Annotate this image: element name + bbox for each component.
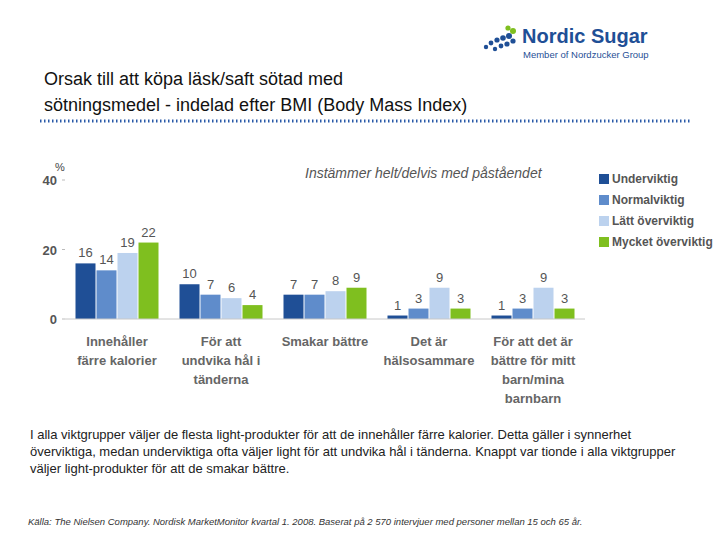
x-tick-label: För att det är bättre för mitt barn/mina ba… — [491, 334, 576, 406]
bar — [76, 263, 96, 319]
data-label: 10 — [182, 266, 196, 281]
logo-dot — [500, 35, 506, 41]
data-label: 9 — [540, 270, 547, 285]
data-label: 9 — [353, 270, 360, 285]
bar — [409, 309, 429, 319]
bar — [284, 295, 304, 319]
logo-dot — [510, 28, 516, 34]
logo-dot — [506, 33, 512, 39]
label-line: Smakar bättre — [282, 334, 369, 349]
y-tick — [62, 249, 65, 250]
label-line: tänderna — [194, 372, 250, 387]
logo-dot — [494, 37, 499, 42]
data-label: 16 — [78, 245, 92, 260]
label-line: undvika hål i — [182, 353, 261, 368]
bar — [430, 288, 450, 319]
data-label: 14 — [99, 252, 113, 267]
bar — [534, 288, 554, 319]
legend-label: Lätt överviktig — [612, 214, 694, 228]
data-label: 3 — [457, 291, 464, 306]
logo-dot — [489, 41, 494, 46]
bar — [513, 309, 533, 319]
x-tick-label: För att undvika hål i tänderna — [182, 334, 261, 387]
data-label: 19 — [120, 235, 134, 250]
legend-label: Mycket överviktig — [612, 235, 713, 249]
data-label: 3 — [415, 291, 422, 306]
legend-swatch — [599, 237, 609, 247]
data-label: 4 — [249, 287, 256, 302]
legend-swatch — [599, 174, 609, 184]
bar — [243, 305, 263, 319]
x-tick-label: Smakar bättre — [282, 334, 369, 349]
label-line: För att det är — [493, 334, 572, 349]
logo-dot — [510, 38, 515, 43]
logo-tagline: Member of Nordzucker Group — [523, 49, 649, 60]
data-label: 9 — [436, 270, 443, 285]
label-line: Det är — [411, 334, 448, 349]
legend-label: Normalviktig — [612, 193, 685, 207]
label-line: bättre för mitt — [491, 353, 576, 368]
label-line: Innehåller — [86, 334, 147, 349]
separator — [40, 120, 692, 123]
data-label: 1 — [394, 298, 401, 313]
logo-dot — [504, 41, 509, 46]
bar — [222, 298, 242, 319]
data-label: 7 — [207, 277, 214, 292]
bar — [555, 309, 575, 319]
y-tick-label: 40 — [43, 173, 57, 188]
data-label: 7 — [311, 277, 318, 292]
bar — [305, 295, 325, 319]
bar — [201, 295, 221, 319]
y-tick — [62, 319, 65, 320]
logo-dot — [505, 25, 510, 30]
data-label: 7 — [290, 277, 297, 292]
data-label: 3 — [561, 291, 568, 306]
bar — [451, 309, 471, 319]
chart: Nordic Sugar Member of Nordzucker Group% I… — [0, 0, 720, 540]
data-label: 1 — [498, 298, 505, 313]
bar — [326, 291, 346, 319]
legend-swatch — [599, 216, 609, 226]
bar — [492, 316, 512, 319]
data-label: 22 — [141, 225, 155, 240]
source: Källa: The Nielsen Company. Nordisk Mark… — [28, 516, 708, 527]
bars — [76, 243, 575, 319]
logo-name: Nordic Sugar — [522, 25, 648, 47]
bar — [118, 253, 138, 319]
y-tick — [62, 180, 65, 181]
legend-label: Underviktig — [612, 172, 678, 186]
baseline — [65, 319, 585, 320]
bar — [97, 270, 117, 319]
legend-swatch — [599, 195, 609, 205]
label-line: barnbarn — [505, 391, 561, 406]
label-line: hälsosammare — [383, 353, 474, 368]
label-line: För att — [201, 334, 242, 349]
title: Orsak till att köpa läsk/saft sötad med … — [44, 66, 644, 118]
subtitle: Instämmer helt/delvis med påståendet — [305, 165, 543, 181]
body-text: I alla viktgrupper väljer de flesta ligh… — [30, 426, 685, 477]
label-line: färre kalorier — [77, 353, 157, 368]
logo-dot — [484, 45, 488, 49]
logo-dot — [499, 44, 504, 49]
y-tick-label: 20 — [43, 243, 57, 258]
x-tick-label: Innehåller färre kalorier — [77, 334, 157, 368]
label-line: barn/mina — [502, 372, 565, 387]
logo-dot — [493, 47, 497, 51]
bar — [180, 284, 200, 319]
data-label: 3 — [519, 291, 526, 306]
y-label: % — [55, 161, 65, 173]
data-label: 8 — [332, 273, 339, 288]
bar — [388, 316, 408, 319]
x-tick-label: Det är hälsosammare — [383, 334, 474, 368]
bar — [139, 243, 159, 319]
y-tick-label: 0 — [50, 312, 57, 327]
bar — [347, 288, 367, 319]
data-label: 6 — [228, 280, 235, 295]
